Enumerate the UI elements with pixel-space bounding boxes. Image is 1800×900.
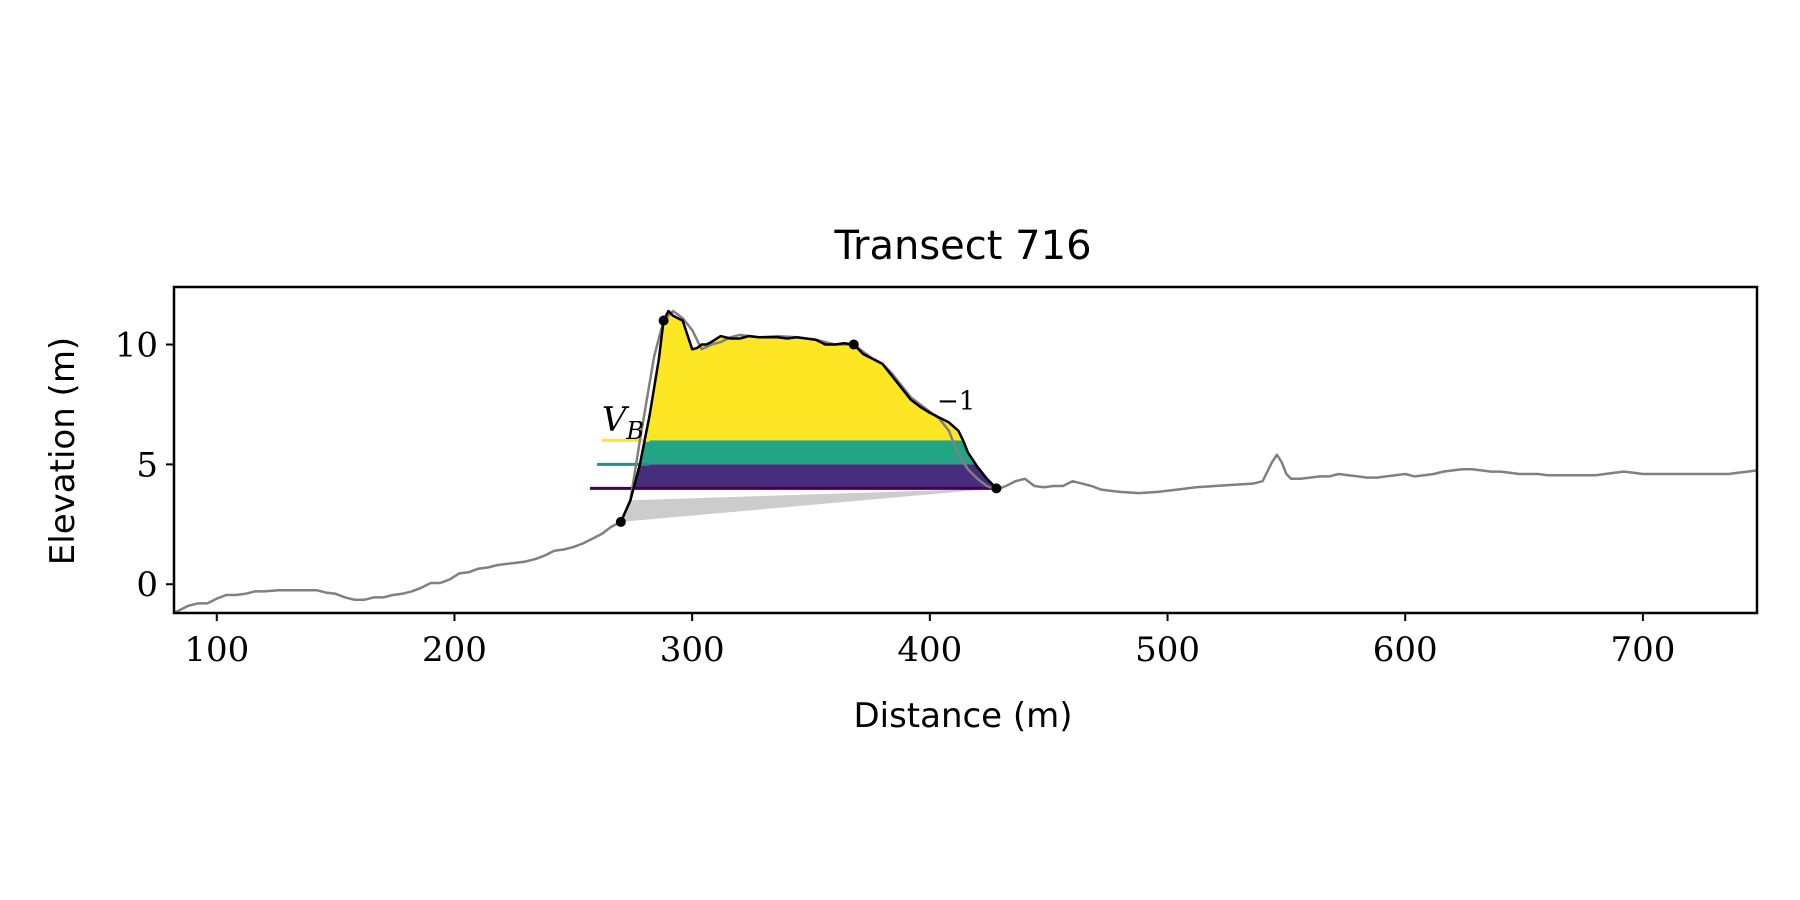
- profile-line: [174, 309, 1757, 613]
- y-tick-label: 5: [136, 445, 158, 485]
- x-tick-label: 500: [1135, 630, 1200, 670]
- volume-top-band: [620, 311, 997, 441]
- annotation-subscript: B: [625, 417, 644, 445]
- x-tick-label: 300: [660, 630, 725, 670]
- annotation-2: −1: [937, 386, 975, 416]
- y-tick-label: 0: [136, 565, 158, 605]
- dune-outline-line: [619, 309, 998, 523]
- x-tick-label: 700: [1610, 630, 1675, 670]
- y-axis-ticks: 0 5 10: [115, 326, 174, 605]
- baseline-volume-fill: [620, 488, 997, 522]
- marker-point-4: [991, 483, 1002, 494]
- y-tick-label: 10: [115, 326, 158, 366]
- volume-low-band: [620, 464, 997, 489]
- volume-mid-band: [620, 440, 997, 465]
- x-tick-label: 200: [422, 630, 487, 670]
- marker-point-1: [615, 516, 626, 527]
- x-tick-label: 400: [897, 630, 962, 670]
- y-axis-label: Elevation (m): [43, 337, 83, 565]
- x-axis-ticks: 100 200 300 400 500 600 700: [184, 613, 1675, 670]
- x-tick-label: 100: [184, 630, 249, 670]
- plot-points: [615, 315, 1002, 527]
- x-axis-label: Distance (m): [853, 696, 1072, 736]
- plot-frame: [172, 285, 1759, 615]
- marker-point-2: [658, 315, 669, 326]
- chart-title: Transect 716: [833, 223, 1091, 269]
- plot-lines: [174, 309, 1757, 613]
- x-tick-label: 600: [1373, 630, 1438, 670]
- marker-point-3: [848, 339, 859, 350]
- annotation-1: VB: [602, 400, 644, 445]
